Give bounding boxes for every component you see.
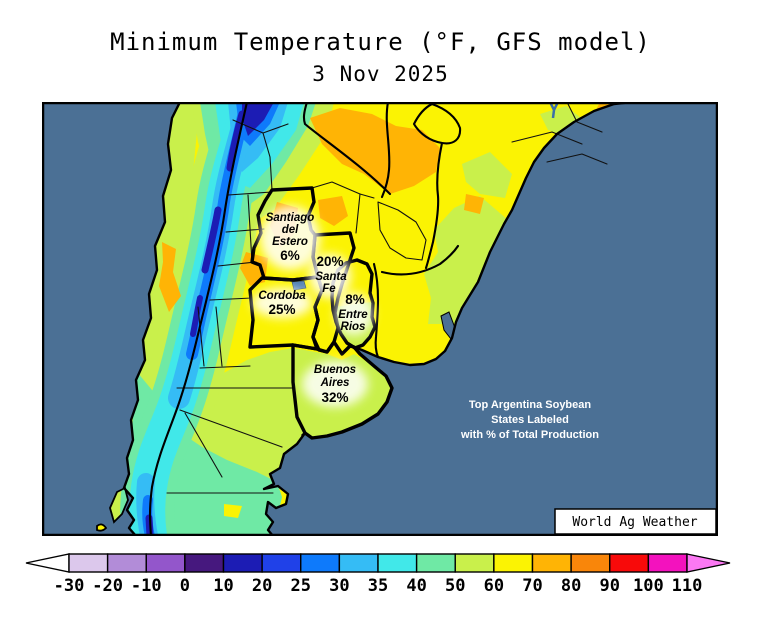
colorbar-tick-label: -30	[54, 576, 85, 596]
svg-text:Santa: Santa	[315, 271, 347, 283]
temp-60-70F-patch	[224, 504, 242, 518]
ocean-annotation: Top Argentina Soybean States Labeled wit…	[460, 399, 599, 441]
colorbar-tick-label: 40	[406, 576, 426, 596]
svg-text:20%: 20%	[316, 254, 343, 269]
colorbar-segment	[570, 553, 611, 573]
page-subtitle: 3 Nov 2025	[312, 62, 449, 86]
colorbar-tick-label: -20	[92, 576, 123, 596]
temperature-map: Santiago del Estero 6% 20% Santa Fe Cord…	[42, 102, 718, 536]
colorbar-tick-label: 30	[329, 576, 349, 596]
province-buenos-aires	[291, 340, 394, 440]
colorbar-tick-label: 0	[180, 576, 190, 596]
svg-text:States Labeled: States Labeled	[491, 414, 569, 426]
svg-text:with % of Total Production: with % of Total Production	[460, 429, 599, 441]
province-borders	[166, 102, 608, 494]
colorbar-segment	[222, 553, 263, 573]
colorbar-tick-label: 70	[522, 576, 542, 596]
label-cordoba: Cordoba 25%	[258, 290, 306, 317]
temperature-colorbar: -30 -20 -10 0 10 20 25 30 35 40 50 60 70 80 90 100 110	[25, 553, 731, 596]
colorbar-segment	[106, 553, 147, 573]
lake-mar-chiquita	[291, 280, 307, 291]
label-glows	[252, 206, 373, 407]
colorbar-segment	[68, 553, 109, 573]
svg-text:32%: 32%	[321, 390, 348, 405]
colorbar-segment	[609, 553, 650, 573]
islands	[96, 486, 129, 532]
colorbar-segment	[377, 553, 418, 573]
colorbar-segment	[338, 553, 379, 573]
colorbar-tick-label: 35	[368, 576, 388, 596]
colorbar-tick-label: 20	[252, 576, 272, 596]
svg-text:Santiago: Santiago	[266, 212, 315, 224]
svg-text:25%: 25%	[268, 302, 295, 317]
label-santiago-del-estero: Santiago del Estero 6%	[266, 212, 315, 263]
colorbar-tick-label: 110	[672, 576, 703, 596]
label-entre-rios: 8% Entre Rios	[338, 292, 368, 333]
svg-text:Rios: Rios	[341, 321, 366, 333]
country-borders	[148, 102, 462, 536]
svg-text:8%: 8%	[345, 292, 365, 307]
svg-text:Fe: Fe	[322, 283, 336, 295]
colorbar-over-arrow	[686, 553, 731, 573]
colorbar-segment	[493, 553, 534, 573]
label-buenos-aires: Buenos Aires 32%	[314, 364, 356, 405]
colorbar-segment	[300, 553, 341, 573]
colorbar-segment	[454, 553, 495, 573]
svg-text:Buenos: Buenos	[314, 364, 356, 376]
svg-text:6%: 6%	[280, 248, 300, 263]
colorbar-segment	[145, 553, 186, 573]
colorbar-tick-label: 10	[213, 576, 233, 596]
map-frame	[42, 102, 718, 536]
colorbar-tick-label: 50	[445, 576, 465, 596]
svg-text:Aires: Aires	[320, 377, 350, 389]
svg-text:Cordoba: Cordoba	[258, 290, 306, 302]
colorbar-segment	[261, 553, 302, 573]
colorbar-segment	[415, 553, 456, 573]
map-panel: Santiago del Estero 6% 20% Santa Fe Cord…	[42, 102, 718, 536]
label-santa-fe: 20% Santa Fe	[315, 254, 347, 295]
svg-text:Entre: Entre	[338, 309, 368, 321]
svg-text:Top Argentina Soybean: Top Argentina Soybean	[469, 399, 592, 411]
colorbar-tick-label: -10	[131, 576, 162, 596]
colorbar-tick-label: 25	[291, 576, 311, 596]
colorbar-tick-label: 80	[561, 576, 581, 596]
svg-text:del: del	[282, 224, 299, 236]
svg-text:World Ag Weather: World Ag Weather	[572, 515, 697, 530]
colorbar-tick-label: 90	[600, 576, 620, 596]
svg-text:Estero: Estero	[272, 236, 308, 248]
colorbar-tick-label: 60	[484, 576, 504, 596]
credit-box: World Ag Weather	[554, 508, 717, 535]
province-entre-rios	[330, 258, 377, 350]
colorbar-tick-label: 100	[633, 576, 664, 596]
colorbar-segment	[184, 553, 225, 573]
colorbar-segment	[647, 553, 688, 573]
colorbar-segment	[531, 553, 572, 573]
page-title: Minimum Temperature (°F, GFS model)	[110, 28, 651, 56]
temp-70-80F	[159, 102, 632, 312]
colorbar-under-arrow	[25, 553, 70, 573]
province-labels: Santiago del Estero 6% 20% Santa Fe Cord…	[258, 212, 368, 405]
